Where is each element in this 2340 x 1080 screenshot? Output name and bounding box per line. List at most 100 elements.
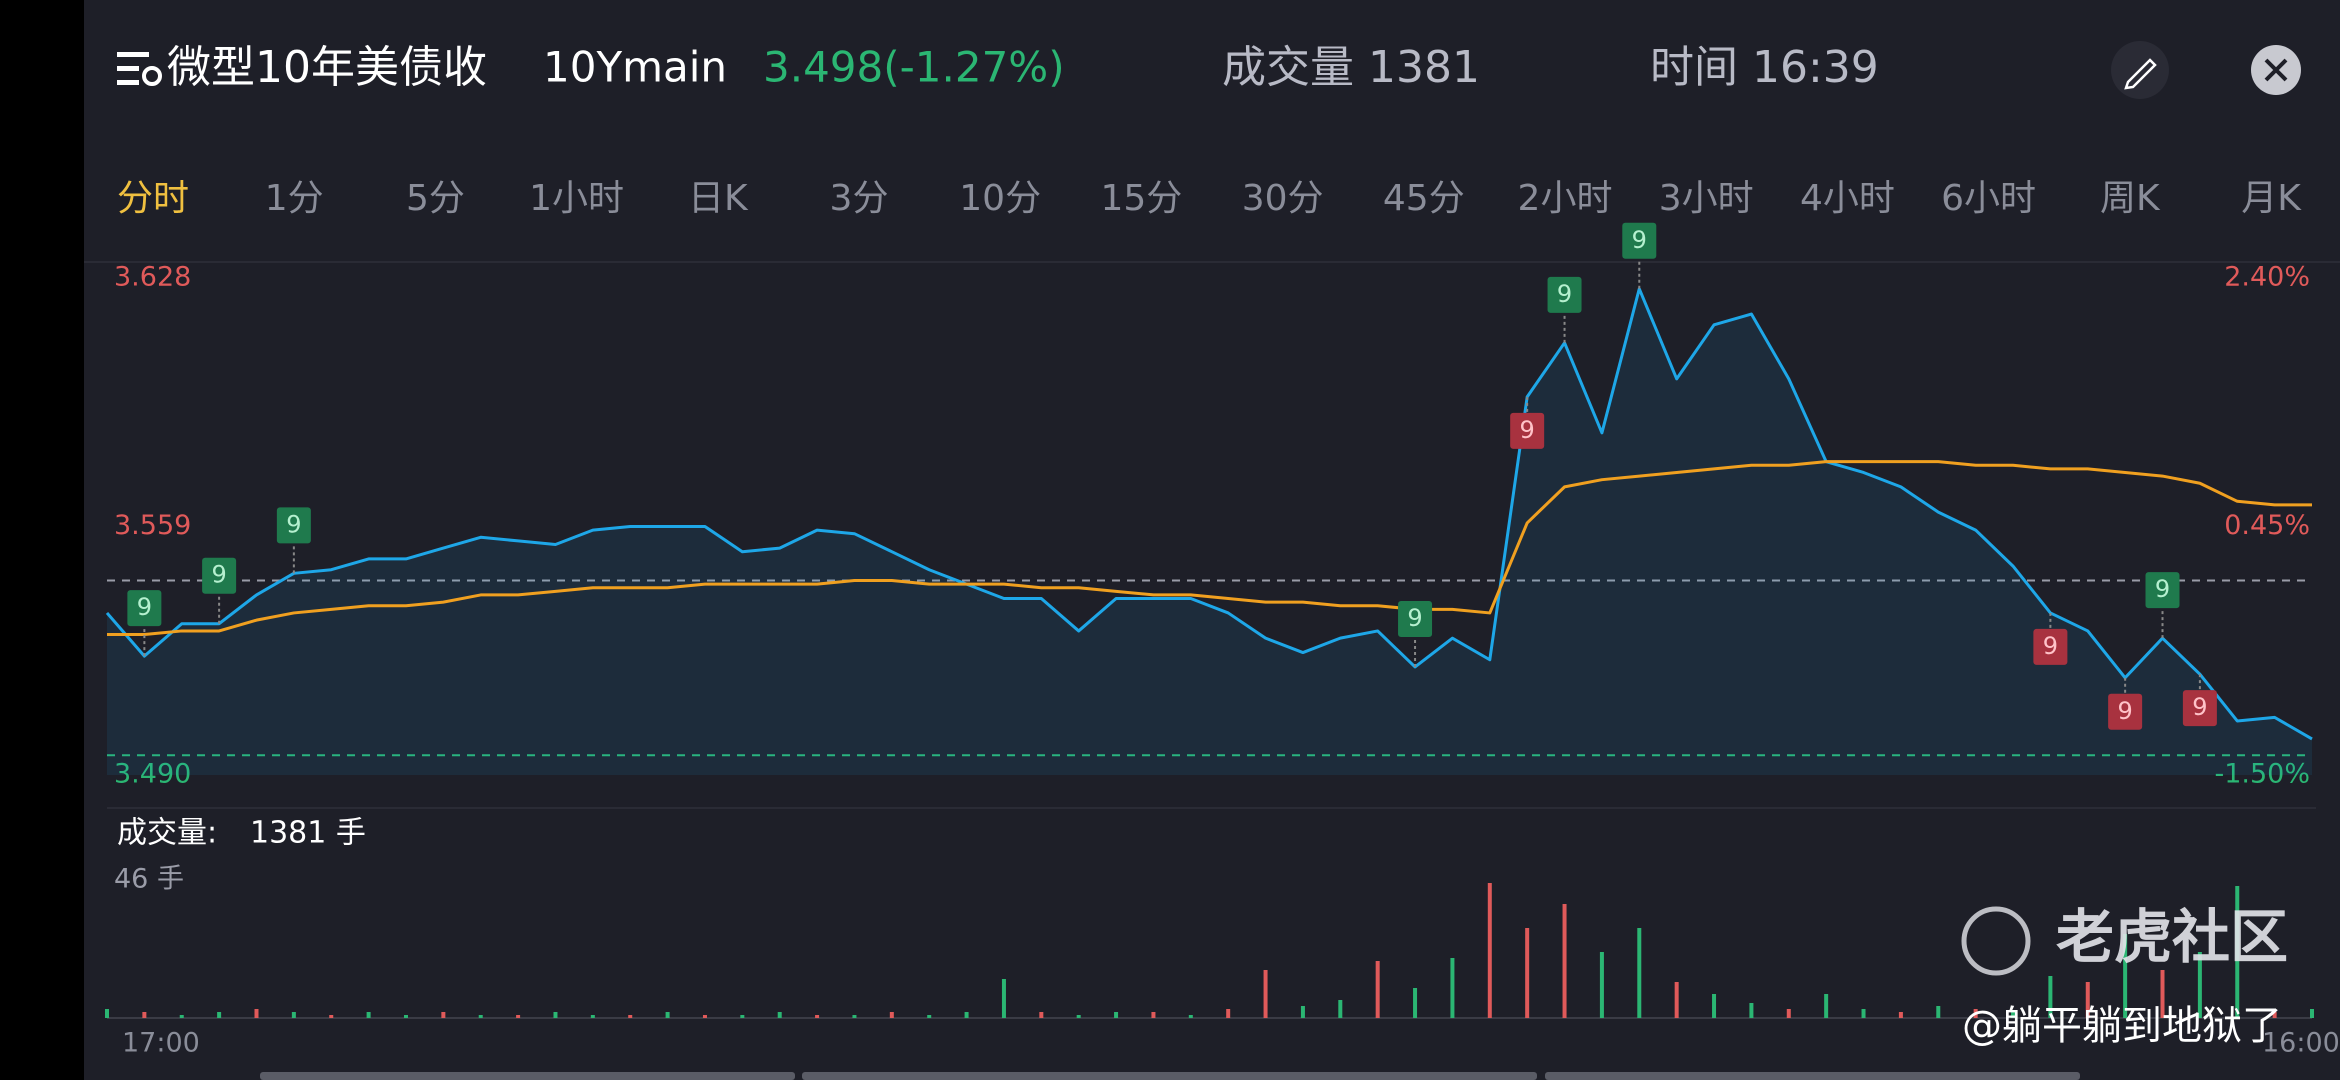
period-tab[interactable]: 2小时 <box>1518 178 1613 219</box>
edit-button[interactable] <box>2111 41 2169 99</box>
volume-bar <box>852 1015 857 1018</box>
volume-bar <box>366 1012 371 1018</box>
close-cross <box>2264 58 2288 82</box>
volume-bar <box>1599 952 1604 1018</box>
period-tab[interactable]: 6小时 <box>1941 178 2036 219</box>
volume-bar <box>702 1015 707 1018</box>
volume-bar <box>1226 1009 1231 1018</box>
period-tab[interactable]: 1小时 <box>529 178 624 219</box>
volume-bar <box>2123 934 2128 1018</box>
volume-bar <box>1525 928 1530 1018</box>
volume-bar <box>1188 1015 1193 1018</box>
period-tab[interactable]: 1分 <box>265 178 324 219</box>
price-chart: 3.628 3.559 3.490 2.40% 0.45% -1.50% 9 9 9 9 9 9 9 9 9… <box>105 222 2340 1059</box>
volume-chart: 成交量: 1381 手 46 手 <box>105 816 2314 1019</box>
volume-bar <box>927 1015 932 1018</box>
close-button[interactable] <box>2251 45 2301 95</box>
y2-tick-label: 2.40% <box>2224 262 2310 293</box>
volume-bar <box>740 1015 745 1018</box>
signal-text: 9 <box>211 561 226 589</box>
volume-bar <box>1413 988 1418 1018</box>
volume-bar <box>1637 928 1642 1018</box>
period-tab[interactable]: 30分 <box>1242 178 1324 219</box>
signal-text: 9 <box>1632 226 1647 254</box>
volume-bar <box>628 1015 633 1018</box>
volume-tick-label: 46 手 <box>114 864 184 895</box>
volume-bar <box>815 1015 820 1018</box>
volume-bar <box>105 1009 109 1018</box>
app-background <box>84 0 2340 1080</box>
volume-bar <box>1114 1012 1119 1018</box>
volume-bar <box>1898 1012 1903 1018</box>
period-tab[interactable]: 15分 <box>1100 178 1182 219</box>
period-tab[interactable]: 4小时 <box>1800 178 1895 219</box>
volume-bar <box>1076 1015 1081 1018</box>
volume-bar <box>777 1012 782 1018</box>
period-tab[interactable]: 45分 <box>1383 178 1465 219</box>
volume-bar <box>2235 886 2240 1018</box>
volume-bar <box>291 1012 296 1018</box>
scrollbar-segment <box>802 1072 1537 1080</box>
signal-text: 9 <box>2155 575 2170 603</box>
signal-badge: 9 <box>1547 276 1582 343</box>
volume-bar <box>1712 994 1717 1018</box>
period-tab[interactable]: 日K <box>688 178 749 219</box>
volume-bar <box>1973 1009 1978 1018</box>
signal-box <box>2033 628 2068 665</box>
signal-text: 9 <box>286 510 301 538</box>
watermark-author: @躺平躺到地狱了 <box>1962 1003 2282 1049</box>
instrument-symbol: 10Ymain <box>543 43 727 92</box>
period-tab[interactable]: 3分 <box>830 178 889 219</box>
volume-bar <box>1786 1009 1791 1018</box>
volume-bar <box>179 1015 184 1018</box>
menu-bar <box>117 66 139 71</box>
period-tab[interactable]: 10分 <box>959 178 1041 219</box>
signal-box <box>2108 693 2143 730</box>
volume-bar <box>1749 1003 1754 1018</box>
y-tick-label: 3.559 <box>114 510 191 541</box>
volume-bar <box>254 1009 259 1018</box>
scrollbar-segment <box>1545 1072 2080 1080</box>
watermark-brand: 老虎社区 <box>2056 903 2288 971</box>
signal-box <box>276 507 311 544</box>
volume-bar <box>142 1012 147 1018</box>
signal-text: 9 <box>1520 416 1535 444</box>
search-glass <box>142 66 162 86</box>
volume-bar <box>1487 883 1492 1018</box>
signal-box <box>127 590 162 627</box>
signal-text: 9 <box>1557 280 1572 308</box>
menu-bar <box>117 52 149 57</box>
volume-bar <box>590 1015 595 1018</box>
y-tick-label: 3.628 <box>114 262 191 293</box>
volume-bar <box>1263 970 1268 1018</box>
signal-box <box>202 557 237 594</box>
volume-summary: 成交量 1381 <box>1222 42 1480 93</box>
signal-badge: 9 <box>1398 600 1433 667</box>
period-tab[interactable]: 5分 <box>406 178 465 219</box>
volume-bar <box>889 1012 894 1018</box>
signal-badge: 9 <box>2145 572 2180 639</box>
volume-bar <box>2011 1012 2016 1018</box>
signal-badge: 9 <box>1510 396 1545 449</box>
volume-bar <box>1300 1006 1305 1018</box>
period-tab[interactable]: 周K <box>2100 178 2161 219</box>
price-area <box>107 288 2312 775</box>
signal-box <box>1622 222 1657 259</box>
y-tick-label: 3.490 <box>114 759 191 790</box>
volume-bar <box>2197 952 2202 1018</box>
signal-box <box>2182 690 2217 727</box>
signal-box <box>1510 412 1545 449</box>
volume-title: 成交量: <box>117 816 217 851</box>
menu-icon[interactable] <box>117 52 162 86</box>
menu-bar <box>117 80 139 85</box>
volume-bar <box>1151 1012 1156 1018</box>
volume-bar <box>2310 1009 2314 1018</box>
signal-text: 9 <box>2192 693 2207 721</box>
period-tab[interactable]: 分时 <box>117 178 189 219</box>
period-tab[interactable]: 3小时 <box>1659 178 1754 219</box>
period-tab[interactable]: 月K <box>2241 178 2302 219</box>
volume-bar <box>516 1015 521 1018</box>
signal-text: 9 <box>2043 632 2058 660</box>
volume-bar <box>441 1012 446 1018</box>
